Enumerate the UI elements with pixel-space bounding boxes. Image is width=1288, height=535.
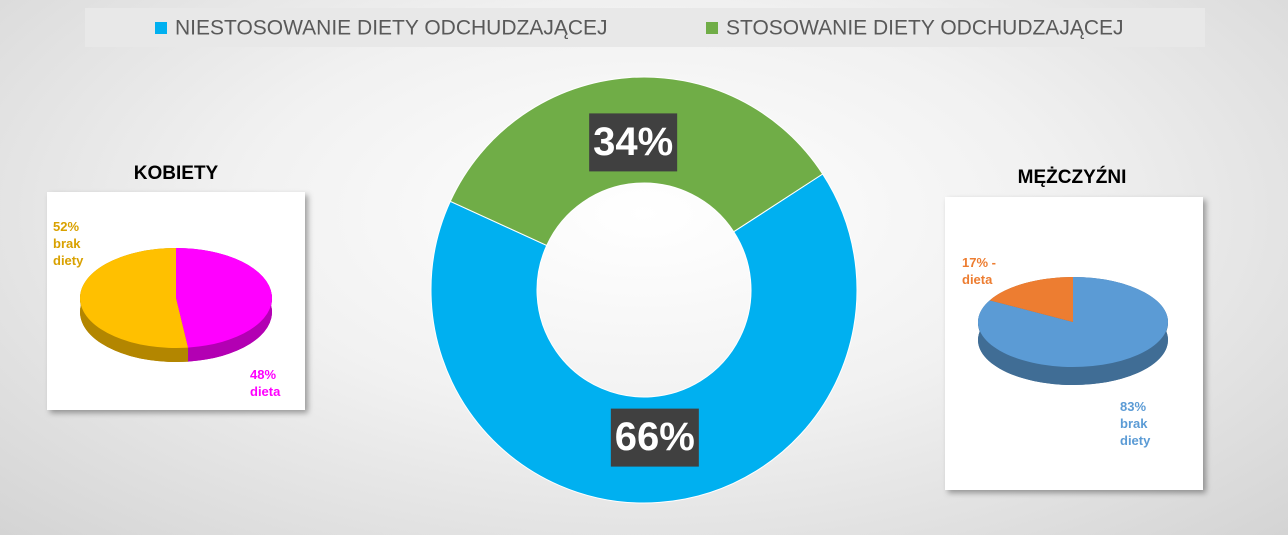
data-label: 83% brak diety	[1120, 399, 1151, 448]
legend-label: STOSOWANIE DIETY ODCHUDZAJĄCEJ	[726, 17, 1124, 40]
data-label: 48% dieta	[250, 367, 281, 399]
label-box	[610, 408, 699, 467]
pie	[977, 277, 1169, 386]
data-label: 17% - dieta	[962, 255, 996, 287]
legend-swatch	[155, 22, 167, 34]
pie	[79, 248, 273, 362]
legend-label: NIESTOSOWANIE DIETY ODCHUDZAJĄCEJ	[175, 17, 608, 40]
data-label: 66%	[615, 415, 695, 459]
pie-slice	[989, 277, 1073, 322]
data-label: 52% brak diety	[53, 219, 84, 268]
donut-slice	[430, 173, 858, 504]
legend-band	[85, 8, 1205, 47]
label-box	[589, 113, 678, 172]
data-label: 34%	[593, 120, 673, 164]
pie-slice	[176, 248, 272, 348]
pie-slice	[79, 248, 189, 348]
chart-title: KOBIETY	[134, 163, 219, 184]
legend-swatch	[706, 22, 718, 34]
chart-title: MĘŻCZYŹNI	[1018, 166, 1127, 188]
